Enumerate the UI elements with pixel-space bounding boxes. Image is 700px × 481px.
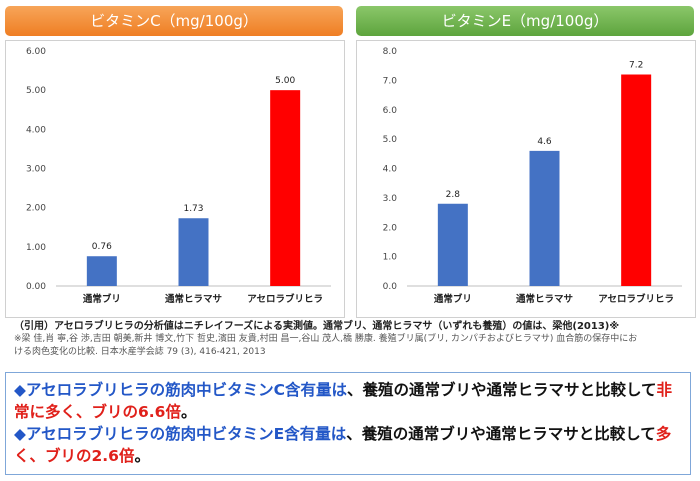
bar [270, 90, 301, 286]
y-tick-label: 0.0 [383, 282, 398, 292]
y-tick-label: 1.0 [383, 253, 398, 263]
y-tick-label: 5.00 [26, 86, 46, 96]
summary-box: ◆アセロラブリヒラの筋肉中ビタミンC含有量は、養殖の通常ブリや通常ヒラマサと比較… [5, 372, 691, 475]
bar [178, 218, 209, 286]
category-label: 通常ヒラマサ [165, 293, 222, 305]
summary-vitamin-c: ◆アセロラブリヒラの筋肉中ビタミンC含有量は、養殖の通常ブリや通常ヒラマサと比較… [14, 379, 682, 423]
summary-c-subject: アセロラブリヒラの筋肉中ビタミンC含有量は [25, 381, 347, 399]
summary-c-end: 。 [180, 403, 197, 421]
vitamin-c-plot: 0.00 1.00 2.00 3.00 4.00 5.00 6.00 0.76 通常ブリ 1.73… [26, 47, 331, 305]
bullet-diamond-icon: ◆ [14, 425, 26, 443]
citation-main: （引用）アセロラブリヒラの分析値はニチレイフーズによる実測値。通常ブリ、通常ヒラ… [14, 321, 620, 332]
y-tick-label: 6.00 [26, 47, 46, 57]
summary-e-end: 。 [134, 447, 150, 465]
bar [529, 150, 560, 286]
citation: （引用）アセロラブリヒラの分析値はニチレイフーズによる実測値。通常ブリ、通常ヒラ… [14, 320, 694, 359]
summary-c-highlight: 非常に多く、ブリの6.6倍 [14, 381, 673, 421]
data-label: 0.76 [92, 242, 112, 252]
vitamin-c-chart: 0.00 1.00 2.00 3.00 4.00 5.00 6.00 0.76 通常ブリ 1.73… [5, 40, 345, 318]
data-label: 5.00 [275, 76, 295, 86]
y-tick-label: 3.0 [383, 194, 398, 204]
category-label: 通常ブリ [83, 293, 121, 305]
y-tick-label: 3.00 [26, 165, 46, 175]
y-tick-label: 5.0 [383, 135, 398, 145]
vitamin-e-chart: 0.0 1.0 2.0 3.0 4.0 5.0 6.0 7.0 8.0 2.8 通常ブリ 4.6 通常ヒ… [356, 40, 696, 318]
y-tick-label: 4.00 [26, 125, 46, 135]
bar [86, 256, 117, 286]
summary-c-middle: 、養殖の通常ブリや通常ヒラマサと比較して [347, 381, 657, 399]
vitamin-e-header: ビタミンE（mg/100g） [356, 6, 694, 36]
citation-reference-2: ける肉色変化の比較. 日本水産学会誌 79 (3), 416-421, 2013 [14, 347, 266, 357]
summary-e-subject: アセロラブリヒラの筋肉中ビタミンE含有量は [25, 425, 347, 443]
y-tick-label: 2.0 [383, 223, 398, 233]
data-label: 7.2 [629, 61, 643, 71]
category-label: 通常ブリ [434, 293, 472, 305]
bar [437, 203, 468, 286]
y-tick-label: 7.0 [383, 76, 398, 86]
vitamin-c-header: ビタミンC（mg/100g） [5, 6, 343, 36]
category-label: アセロラブリヒラ [247, 293, 323, 305]
y-tick-label: 8.0 [383, 47, 398, 57]
data-label: 4.6 [537, 137, 552, 147]
bar [621, 74, 652, 286]
citation-reference-1: ※梁 佳,肖 寧,谷 渉,吉田 朝美,新井 博文,竹下 哲史,濱田 友貴,村田 … [14, 334, 638, 344]
summary-vitamin-e: ◆アセロラブリヒラの筋肉中ビタミンE含有量は、養殖の通常ブリや通常ヒラマサと比較… [14, 423, 682, 467]
y-tick-label: 2.00 [26, 204, 46, 214]
summary-e-middle: 、養殖の通常ブリや通常ヒラマサと比較して [346, 425, 656, 443]
summary-e-highlight: 多く、ブリの2.6倍 [14, 425, 672, 465]
y-tick-label: 4.0 [383, 165, 398, 175]
category-label: 通常ヒラマサ [516, 293, 573, 305]
bullet-diamond-icon: ◆ [14, 381, 26, 399]
y-tick-label: 0.00 [26, 282, 46, 292]
category-label: アセロラブリヒラ [598, 293, 674, 305]
data-label: 1.73 [183, 204, 203, 214]
data-label: 2.8 [446, 190, 461, 200]
vitamin-e-plot: 0.0 1.0 2.0 3.0 4.0 5.0 6.0 7.0 8.0 2.8 通常ブリ 4.6 通常ヒ… [383, 47, 682, 305]
y-tick-label: 1.00 [26, 243, 46, 253]
y-tick-label: 6.0 [383, 106, 398, 116]
